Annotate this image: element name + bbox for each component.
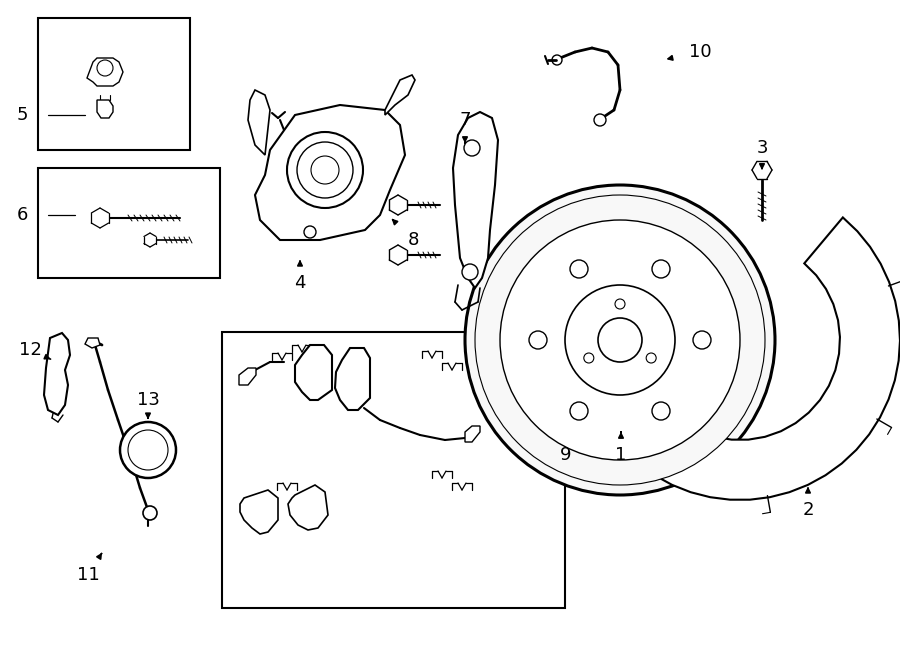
Circle shape bbox=[462, 264, 478, 280]
Circle shape bbox=[464, 140, 480, 156]
Circle shape bbox=[465, 185, 775, 495]
Polygon shape bbox=[97, 100, 113, 118]
Text: 3: 3 bbox=[756, 139, 768, 157]
Circle shape bbox=[297, 142, 353, 198]
Circle shape bbox=[500, 220, 740, 460]
Text: 7: 7 bbox=[459, 111, 471, 129]
Circle shape bbox=[287, 132, 363, 208]
Circle shape bbox=[50, 361, 64, 375]
Circle shape bbox=[565, 285, 675, 395]
Circle shape bbox=[311, 156, 339, 184]
Circle shape bbox=[247, 505, 257, 515]
Text: 11: 11 bbox=[76, 566, 99, 584]
Circle shape bbox=[570, 260, 588, 278]
Polygon shape bbox=[87, 58, 123, 86]
Text: 6: 6 bbox=[16, 206, 28, 224]
Circle shape bbox=[304, 226, 316, 238]
Text: 5: 5 bbox=[16, 106, 28, 124]
Circle shape bbox=[260, 517, 270, 527]
Polygon shape bbox=[453, 112, 498, 288]
Circle shape bbox=[120, 422, 176, 478]
Circle shape bbox=[128, 430, 168, 470]
Text: 1: 1 bbox=[616, 446, 626, 464]
Bar bbox=[38, 18, 190, 150]
Circle shape bbox=[143, 506, 157, 520]
Circle shape bbox=[310, 515, 320, 525]
Bar bbox=[38, 168, 220, 278]
Polygon shape bbox=[580, 217, 900, 500]
Circle shape bbox=[693, 331, 711, 349]
Circle shape bbox=[97, 60, 113, 76]
Polygon shape bbox=[385, 75, 415, 115]
Circle shape bbox=[295, 502, 305, 512]
Polygon shape bbox=[335, 348, 370, 410]
Text: 13: 13 bbox=[137, 391, 159, 409]
Circle shape bbox=[475, 195, 765, 485]
Text: 10: 10 bbox=[688, 43, 711, 61]
Circle shape bbox=[598, 318, 642, 362]
Text: 2: 2 bbox=[802, 501, 814, 519]
Circle shape bbox=[652, 260, 670, 278]
Polygon shape bbox=[288, 485, 328, 530]
Polygon shape bbox=[295, 345, 332, 400]
Circle shape bbox=[615, 299, 625, 309]
Circle shape bbox=[584, 353, 594, 363]
Circle shape bbox=[552, 55, 562, 65]
Polygon shape bbox=[44, 333, 70, 415]
Bar bbox=[222, 332, 565, 608]
Polygon shape bbox=[239, 368, 256, 385]
Circle shape bbox=[594, 114, 606, 126]
Polygon shape bbox=[240, 490, 278, 534]
Circle shape bbox=[646, 353, 656, 363]
Text: 4: 4 bbox=[294, 274, 306, 292]
Polygon shape bbox=[85, 338, 100, 348]
Text: 12: 12 bbox=[19, 341, 41, 359]
Text: 9: 9 bbox=[560, 446, 572, 464]
Circle shape bbox=[529, 331, 547, 349]
Text: 8: 8 bbox=[408, 231, 418, 249]
Polygon shape bbox=[465, 426, 480, 442]
Circle shape bbox=[570, 402, 588, 420]
Polygon shape bbox=[248, 90, 270, 155]
Circle shape bbox=[652, 402, 670, 420]
Polygon shape bbox=[255, 105, 405, 240]
